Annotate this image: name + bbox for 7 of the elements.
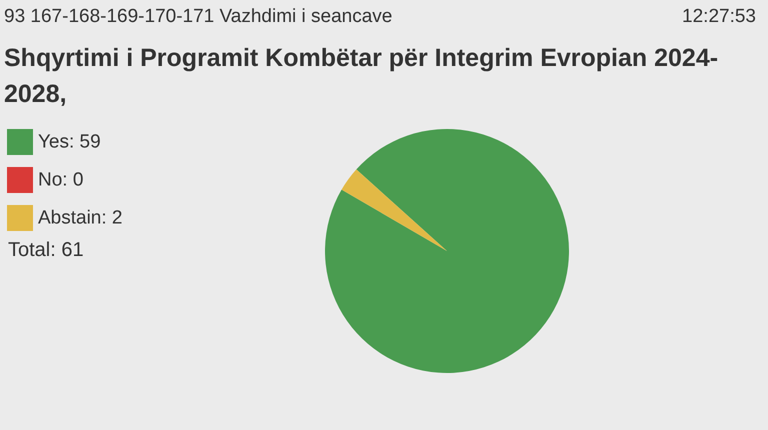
text: Total: 61 (8, 239, 84, 262)
text: 93 167-168-169-170-171 Vazhdimi i seancave (4, 6, 392, 28)
legend-label: No: 0 (38, 170, 84, 190)
legend-label: Abstain: 2 (38, 208, 122, 228)
legend-label: Yes: 59 (38, 132, 101, 152)
text: 12:27:53 (682, 6, 756, 28)
chart-title: Shqyrtimi i Programit Kombëtar për Integrim Evropian 2024-2028, (4, 43, 720, 110)
